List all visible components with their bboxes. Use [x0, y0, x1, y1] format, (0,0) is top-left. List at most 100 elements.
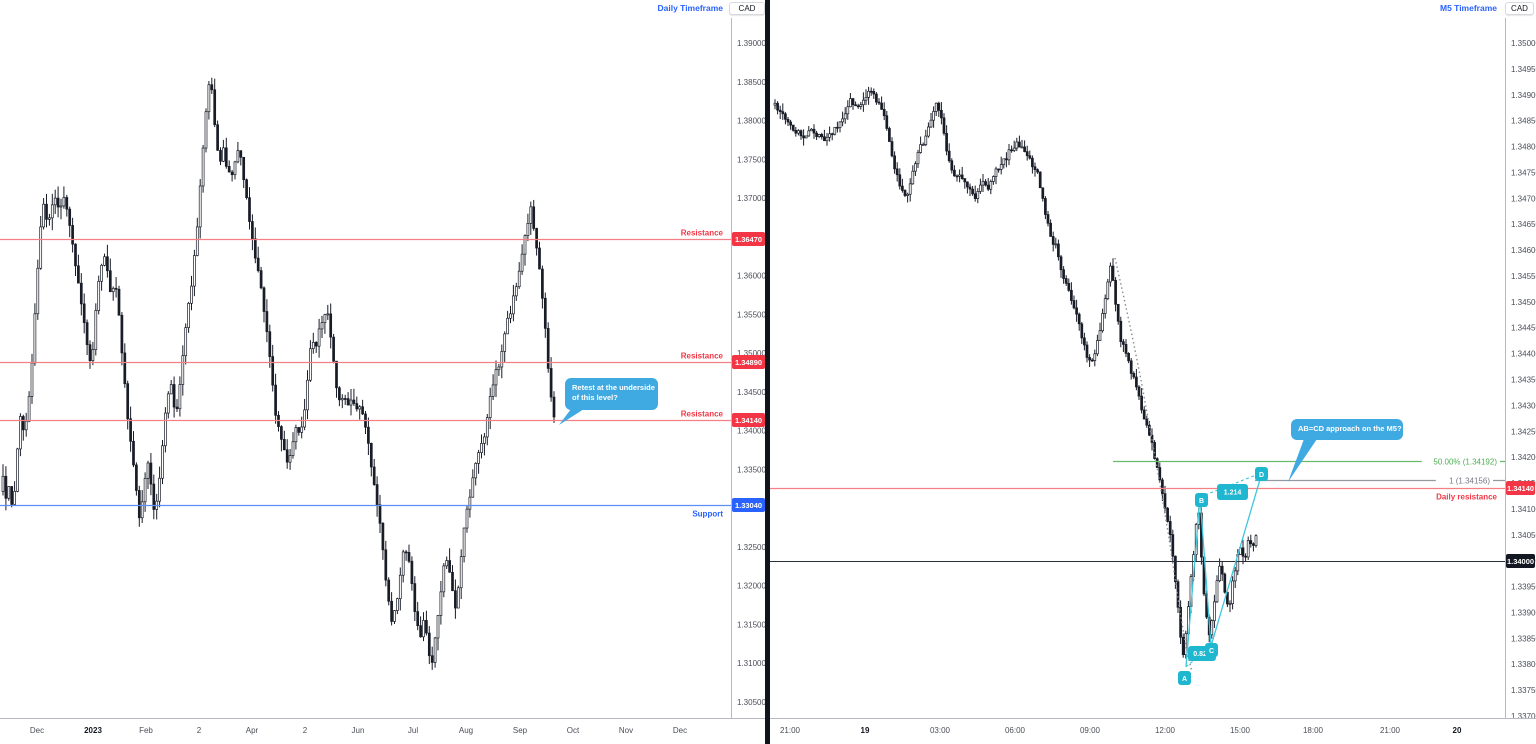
price-tick: 1.34850 [1511, 117, 1536, 126]
abcd-pattern[interactable]: 0.821 1.214 A B C D [1178, 467, 1268, 685]
candle [256, 246, 260, 273]
resistance-2-level[interactable]: Resistance [0, 352, 731, 364]
candle [890, 137, 894, 158]
candle [396, 597, 399, 615]
candle [53, 189, 57, 214]
m5-chart-pane[interactable]: 50.00% (1.34192) 1 (1.34156) Daily resista… [768, 0, 1536, 744]
time-tick: 06:00 [1005, 726, 1026, 735]
time-tick: Dec [673, 726, 687, 735]
candle [1031, 155, 1034, 174]
candle [960, 166, 964, 180]
abcd-point-label: B [1199, 498, 1204, 505]
candle [210, 77, 214, 94]
pane-divider[interactable] [765, 0, 770, 744]
candle [332, 333, 335, 364]
candle [817, 133, 821, 139]
candle [1075, 299, 1078, 322]
candle [1028, 150, 1032, 160]
candle [265, 299, 269, 343]
candle [968, 183, 972, 197]
price-axis[interactable]: 1.35000 1.34950 1.34900 1.34850 1.34800 1.347… [1505, 0, 1536, 721]
price-tick: 1.34700 [1511, 194, 1536, 203]
resistance-3-level[interactable]: Resistance [0, 410, 731, 422]
candle [407, 544, 411, 564]
candle [804, 135, 808, 139]
candle [471, 469, 475, 498]
candle [384, 540, 388, 587]
candle [326, 304, 330, 320]
candle [820, 132, 824, 140]
candle [971, 185, 974, 196]
candle [462, 527, 466, 563]
candle [882, 102, 886, 121]
candle [219, 147, 222, 166]
support-level[interactable]: Support [0, 504, 731, 519]
candle [297, 426, 301, 436]
callout-text: AB=CD approach on the M5? [1298, 424, 1402, 433]
candle [833, 126, 837, 136]
candle [942, 113, 946, 136]
candle [1033, 162, 1037, 177]
candle [823, 129, 826, 142]
candle [91, 341, 95, 366]
daily-timeframe-label[interactable]: Daily Timeframe [657, 3, 723, 13]
candle [146, 460, 150, 489]
callout[interactable]: AB=CD approach on the M5? [1288, 419, 1403, 482]
time-axis[interactable]: Dec 2023 Feb 2 Apr 2 Jun Jul Aug Sep Oct Nov Dec [0, 718, 768, 736]
fib-level[interactable]: 1 (1.34156) [1255, 475, 1505, 486]
candle [474, 462, 478, 486]
candle [1111, 258, 1115, 282]
candle [914, 161, 917, 177]
time-axis[interactable]: 21:00 19 03:00 06:00 09:00 12:00 15:00 18:00 21:… [768, 718, 1536, 736]
candle [24, 412, 28, 437]
candle [262, 286, 266, 323]
price-tick: 1.34200 [1511, 453, 1536, 462]
candle [491, 374, 495, 401]
candle [812, 124, 816, 139]
candle [398, 567, 402, 611]
candle [1127, 352, 1130, 364]
candle [161, 440, 164, 485]
candle [1254, 534, 1258, 548]
candle [477, 449, 480, 474]
candle [992, 175, 995, 185]
right-currency-button[interactable]: CAD [1505, 2, 1534, 15]
candle [898, 168, 902, 190]
candle [1223, 572, 1227, 594]
candle [1220, 560, 1224, 582]
candle [932, 106, 935, 128]
candle [1018, 135, 1021, 148]
daily-resistance-level[interactable]: Daily resistance [768, 487, 1505, 502]
price-tick: 1.39000 [737, 39, 766, 48]
candle [1213, 594, 1216, 628]
m5-timeframe-label[interactable]: M5 Timeframe [1439, 3, 1497, 13]
candle [1103, 294, 1107, 319]
time-tick: 12:00 [1155, 726, 1176, 735]
candle [937, 101, 941, 117]
resistance-1-level[interactable]: Resistance [0, 229, 731, 241]
candle [1137, 385, 1141, 401]
time-tick: 21:00 [780, 726, 801, 735]
candle [468, 489, 472, 518]
candle [285, 439, 289, 469]
price-tick: 1.34750 [1511, 168, 1536, 177]
candle [500, 344, 504, 379]
candle [1023, 140, 1026, 153]
candle [836, 121, 839, 133]
candle [62, 186, 66, 209]
candle [846, 100, 850, 120]
candle [36, 259, 40, 320]
candle [908, 178, 912, 202]
candle [825, 133, 829, 146]
candle [181, 345, 185, 396]
price-axis[interactable]: 1.39000 1.38500 1.38000 1.37500 1.37000 1.360… [731, 0, 769, 718]
daily-chart-pane[interactable]: Resistance Resistance Resistance Support Ret… [0, 0, 768, 744]
left-currency-button[interactable]: CAD [729, 2, 765, 15]
candle [1166, 507, 1169, 523]
fib-level[interactable]: 50.00% (1.34192) [1113, 456, 1505, 467]
price-tick: 1.34800 [1511, 143, 1536, 152]
abcd-solid-lines [1185, 472, 1263, 667]
candle [288, 448, 292, 470]
candle [213, 78, 217, 128]
